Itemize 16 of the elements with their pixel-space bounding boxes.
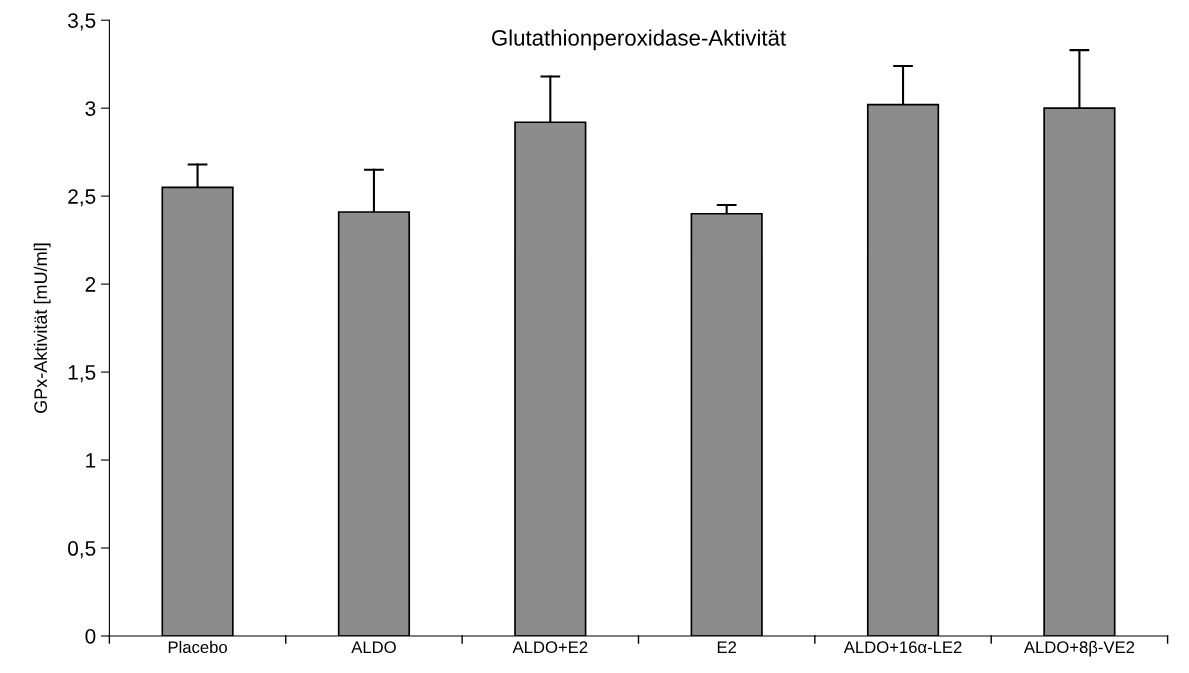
x-tick-label: ALDO+8β-VE2 [1023,640,1135,657]
y-tick-label: 1 [86,453,96,468]
y-tick-label: 3 [85,101,96,116]
x-tick-label: ALDO [351,641,396,654]
y-axis-title: GPx-Aktivität [mU/ml] [33,243,51,413]
y-tick-label: 2 [85,277,96,292]
y-tick-label: 1,5 [68,365,96,383]
y-tick-label: 3,5 [68,13,96,31]
y-tick-label: 0 [85,628,96,644]
x-tick-label: Placebo [168,640,227,654]
x-tick-label: ALDO+16α-LE2 [843,641,962,654]
chart-title: Glutathionperoxidase-Aktivität [492,29,786,51]
x-tick-label: ALDO+E2 [512,641,588,654]
y-tick-label: 0,5 [68,541,96,559]
x-tick-label: E2 [717,641,737,653]
y-tick-label: 2,5 [68,189,96,207]
